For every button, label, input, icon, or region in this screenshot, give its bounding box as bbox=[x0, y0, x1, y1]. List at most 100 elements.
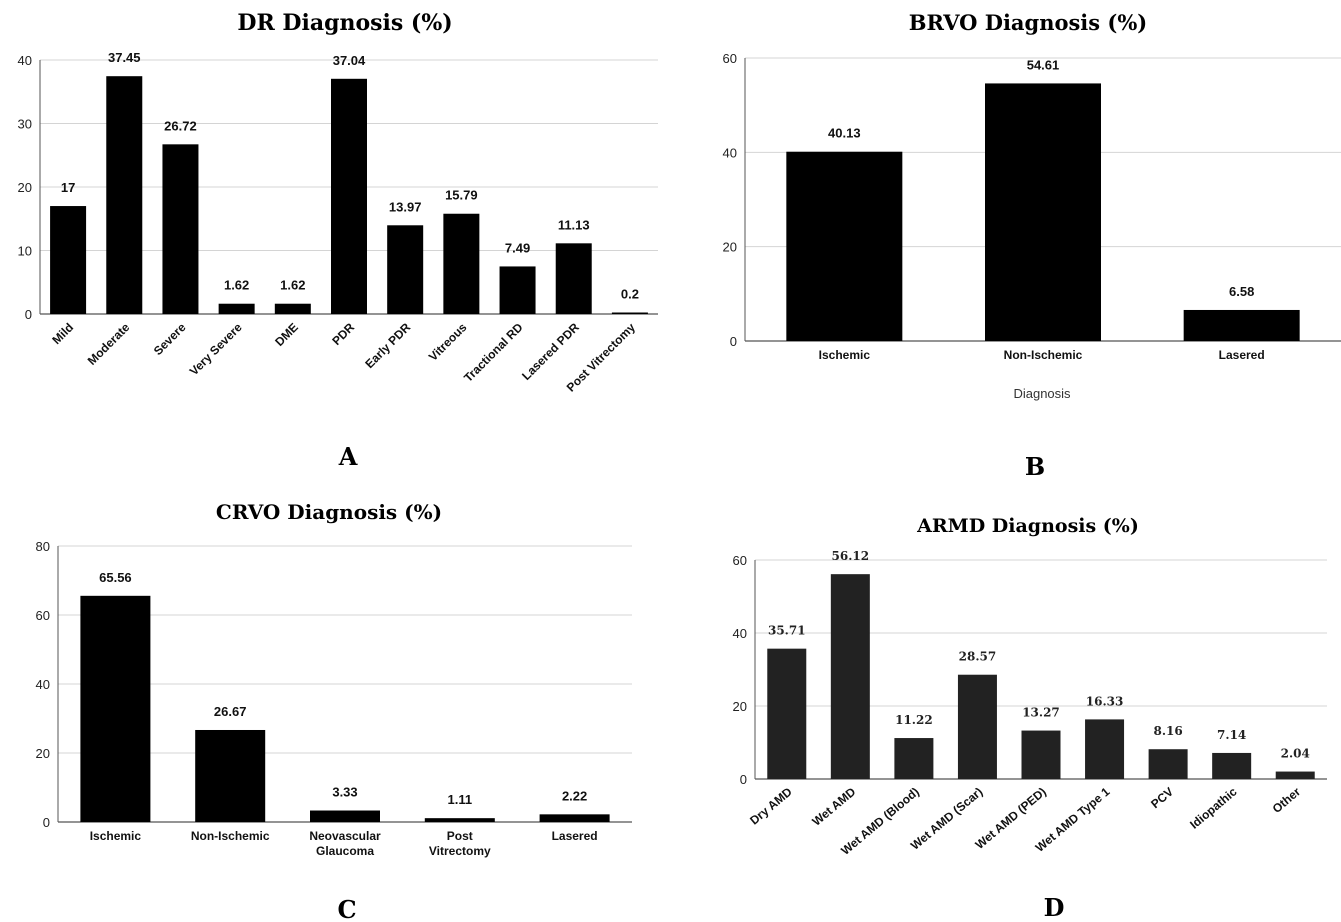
bar-lasered bbox=[1183, 309, 1300, 341]
y-tick-label: 40 bbox=[723, 145, 737, 160]
bar-value-label: 11.22 bbox=[895, 713, 933, 727]
chart-c-value-labels: 65.56 26.67 3.33 1.11 2.22 bbox=[99, 570, 587, 807]
bar-tractional-rd bbox=[499, 266, 536, 314]
x-category-label: Ischemic bbox=[819, 348, 871, 362]
x-category-label: Lasered bbox=[552, 829, 598, 843]
x-category-label: Severe bbox=[151, 320, 189, 358]
bar-vitreous bbox=[443, 213, 480, 314]
bar-value-label: 7.49 bbox=[505, 240, 530, 255]
chart-a-value-labels: 17 37.45 26.72 1.62 1.62 37.04 13.97 15.79 7.49 1… bbox=[61, 50, 639, 301]
y-tick-label: 80 bbox=[36, 539, 50, 554]
chart-a-yticks: 0 10 20 30 40 bbox=[18, 53, 32, 322]
y-tick-label: 40 bbox=[36, 677, 50, 692]
bar-value-label: 1.62 bbox=[224, 278, 249, 293]
chart-d-bars bbox=[767, 574, 1315, 779]
x-category-label: Dry AMD bbox=[747, 784, 795, 827]
bar-wet-amd-scar bbox=[957, 674, 997, 779]
bar-value-label: 8.16 bbox=[1153, 724, 1182, 738]
bar-value-label: 2.04 bbox=[1281, 747, 1310, 761]
chart-a-title: DR Diagnosis (%) bbox=[237, 10, 452, 36]
x-category-label: Neovascular Glaucoma bbox=[309, 829, 381, 858]
bar-dry-amd bbox=[767, 648, 807, 779]
chart-panel-c: CRVO Diagnosis (%) 0 20 40 60 80 65.56 26.67 3… bbox=[0, 490, 660, 922]
bar-moderate bbox=[106, 76, 143, 314]
x-category-label: Moderate bbox=[85, 320, 133, 368]
bar-value-label: 2.22 bbox=[562, 788, 587, 803]
bar-value-label: 3.33 bbox=[332, 785, 357, 800]
chart-b-yticks: 0 20 40 60 bbox=[723, 51, 737, 349]
chart-b-svg: BRVO Diagnosis (%) 0 20 40 60 40.13 54.61 6.5… bbox=[723, 10, 1341, 481]
chart-b-xlabel: Diagnosis bbox=[1013, 386, 1071, 401]
y-tick-label: 40 bbox=[18, 53, 32, 68]
bar-value-label: 35.71 bbox=[768, 624, 806, 638]
y-tick-label: 30 bbox=[18, 117, 32, 132]
bar-wet-amd-blood bbox=[894, 738, 934, 779]
bar-value-label: 15.79 bbox=[445, 188, 478, 203]
chart-panel-a: DR Diagnosis (%) 0 10 20 30 40 17 37.45 26.72 1… bbox=[0, 0, 700, 480]
bar-value-label: 26.72 bbox=[164, 118, 197, 133]
bar-ischemic bbox=[80, 595, 151, 822]
bar-non-ischemic bbox=[985, 83, 1101, 341]
bar-value-label: 54.61 bbox=[1027, 57, 1060, 72]
chart-panel-d: ARMD Diagnosis (%) 0 20 40 60 35.71 56.12 11.… bbox=[700, 490, 1341, 922]
bar-early-pdr bbox=[387, 225, 424, 314]
chart-d-value-labels: 35.71 56.12 11.22 28.57 13.27 16.33 8.16 7.14 2.… bbox=[768, 549, 1310, 760]
bar-value-label: 13.27 bbox=[1022, 706, 1060, 720]
bar-post-vitrectomy bbox=[611, 312, 648, 314]
x-category-label: Non-Ischemic bbox=[191, 829, 270, 843]
y-tick-label: 20 bbox=[723, 240, 737, 255]
y-tick-label: 60 bbox=[733, 553, 747, 568]
y-tick-label: 0 bbox=[25, 307, 32, 322]
y-tick-label: 10 bbox=[18, 244, 32, 259]
bar-ischemic bbox=[786, 151, 903, 341]
x-category-label: Post Vitrectomy bbox=[429, 829, 491, 858]
bar-other bbox=[1275, 771, 1315, 779]
bar-value-label: 65.56 bbox=[99, 570, 132, 585]
x-category-label: Wet AMD bbox=[809, 784, 858, 828]
bar-value-label: 37.04 bbox=[333, 53, 366, 68]
bar-value-label: 26.67 bbox=[214, 704, 247, 719]
bar-value-label: 56.12 bbox=[832, 549, 870, 563]
bar-value-label: 37.45 bbox=[108, 50, 141, 65]
bar-value-label: 7.14 bbox=[1217, 728, 1246, 742]
bar-lasered-pdr bbox=[555, 243, 592, 314]
chart-c-yticks: 0 20 40 60 80 bbox=[36, 539, 50, 830]
x-category-label: Idiopathic bbox=[1187, 784, 1240, 831]
x-category-label: Other bbox=[1270, 784, 1304, 816]
bar-wet-amd-ped bbox=[1021, 730, 1061, 779]
bar-value-label: 16.33 bbox=[1086, 694, 1124, 708]
x-category-label: Very Severe bbox=[187, 320, 245, 378]
bar-value-label: 0.2 bbox=[621, 287, 639, 302]
x-category-label: Early PDR bbox=[362, 320, 413, 371]
x-category-label: PCV bbox=[1148, 785, 1176, 812]
bar-mild bbox=[50, 206, 87, 314]
x-category-label: Vitreous bbox=[426, 320, 470, 364]
bar-wet-amd bbox=[830, 574, 870, 779]
bar-non-ischemic bbox=[195, 729, 266, 822]
y-tick-label: 60 bbox=[36, 608, 50, 623]
bar-value-label: 17 bbox=[61, 180, 75, 195]
x-category-label: Mild bbox=[49, 320, 76, 347]
x-category-label: Lasered PDR bbox=[519, 320, 582, 383]
chart-panel-b: BRVO Diagnosis (%) 0 20 40 60 40.13 54.61 6.5… bbox=[700, 0, 1341, 490]
bar-value-label: 40.13 bbox=[828, 126, 861, 141]
bar-lasered bbox=[539, 814, 610, 822]
bar-neovascular-glaucoma bbox=[310, 810, 380, 822]
x-category-label: DME bbox=[272, 320, 301, 349]
x-category-label: Tractional RD bbox=[461, 320, 526, 385]
y-tick-label: 60 bbox=[723, 51, 737, 66]
y-tick-label: 40 bbox=[733, 626, 747, 641]
bar-value-label: 1.11 bbox=[448, 792, 473, 807]
bar-value-label: 1.62 bbox=[280, 278, 305, 293]
chart-b-title: BRVO Diagnosis (%) bbox=[909, 10, 1148, 35]
chart-d-panel-letter: D bbox=[1044, 893, 1065, 922]
chart-a-bars bbox=[50, 76, 648, 315]
x-category-label: PDR bbox=[329, 320, 357, 348]
chart-b-bars bbox=[786, 83, 1300, 341]
chart-b-category-labels: Ischemic Non-Ischemic Lasered bbox=[819, 348, 1265, 362]
bar-value-label: 11.13 bbox=[558, 217, 590, 232]
bar-value-label: 28.57 bbox=[959, 650, 997, 664]
